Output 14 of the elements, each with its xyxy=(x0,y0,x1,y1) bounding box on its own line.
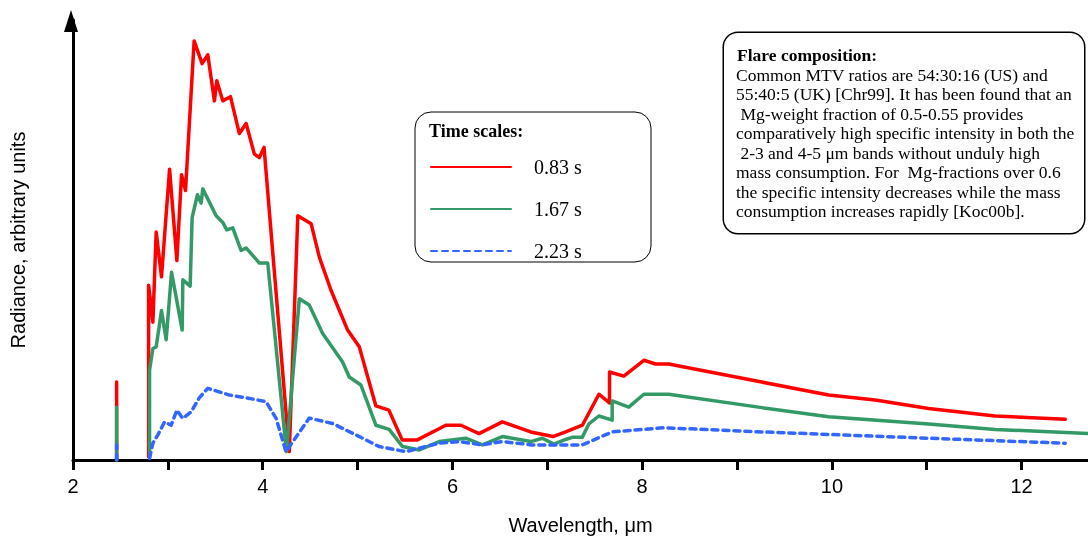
annotation: Common MTV ratios are 54:30:16 (US) and 55:40:5 (UK) [Chr99]. It has been found that an Mg-weight fraction of 0.5-0.55 provides comparatively high specific intensity in both the 2-3 and 4-5 μm bands without unduly high mass consumption. For Mg-fractions over 0.6 the specific intensity decreases while the mass consumption increases rapidly [Koc00b]. xyxy=(736,64,1075,222)
x-tick-label: 6 xyxy=(446,475,458,497)
x-tick-label: 8 xyxy=(636,475,648,497)
x-tick-label: 10 xyxy=(820,475,843,497)
legend-label: 1.67 s xyxy=(534,198,582,220)
x-tick-label: 12 xyxy=(1010,475,1033,497)
x-tick-label: 4 xyxy=(257,475,269,497)
legend-label: 0.83 s xyxy=(534,156,582,178)
y-axis-title: Radiance, arbitrary units xyxy=(7,131,29,349)
legend-title: Time scales: xyxy=(429,121,524,141)
annotation: Flare composition: xyxy=(737,45,878,65)
legend-label: 2.23 s xyxy=(534,240,582,262)
x-tick-label: 2 xyxy=(67,475,79,497)
x-axis-title: Wavelength, μm xyxy=(508,514,653,536)
